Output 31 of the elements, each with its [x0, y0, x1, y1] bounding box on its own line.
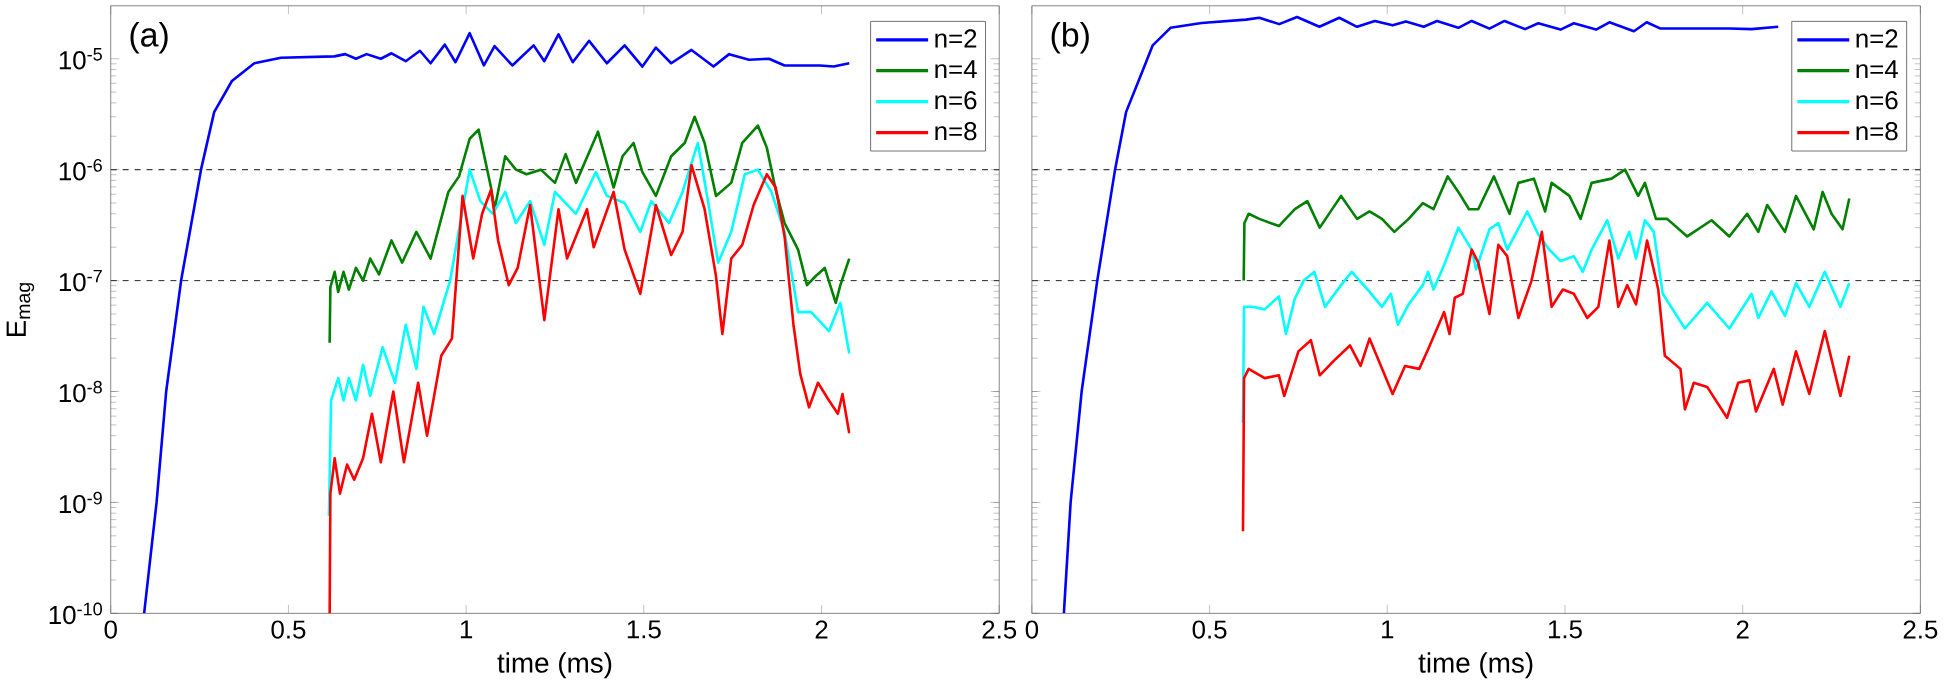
- x-tick-label: 0.5: [271, 620, 306, 639]
- annotation: (b): [1051, 22, 1089, 54]
- x-tick-label: 2.5: [1903, 620, 1938, 639]
- x-tick-label: 0: [1025, 620, 1039, 639]
- y-tick-label: 10$^{-6}$: [59, 158, 102, 181]
- legend-label: n=8: [1856, 122, 1898, 141]
- x-tick-label: 2: [815, 620, 828, 639]
- legend-label: n=6: [935, 91, 977, 110]
- x-tick-label: 1.5: [627, 620, 661, 639]
- y-tick-label: 10$^{-10}$: [49, 602, 102, 625]
- y-tick-label: 10$^{-9}$: [59, 491, 102, 514]
- legend-label: n=8: [935, 122, 977, 141]
- x-tick-label: 1.5: [1548, 620, 1582, 639]
- x-axis-title: time (ms): [1418, 652, 1533, 679]
- x-tick-label: 0.5: [1192, 620, 1227, 639]
- x-tick-label: 0: [104, 620, 117, 639]
- legend-label: n=2: [1856, 29, 1898, 48]
- x-tick-label: 2: [1736, 620, 1749, 639]
- x-axis-title: time (ms): [497, 652, 612, 679]
- y-axis-title: E$_{mag}$: [6, 283, 35, 337]
- y-tick-label: 10$^{-7}$: [59, 270, 102, 292]
- y-tick-label: 10$^{-5}$: [59, 48, 102, 70]
- x-tick-label: 2.5: [982, 620, 1017, 639]
- annotation: (a): [130, 22, 168, 54]
- legend-label: n=6: [1856, 91, 1898, 110]
- y-tick-label: 10$^{-8}$: [59, 380, 102, 403]
- legend-label: n=4: [1856, 60, 1898, 79]
- x-tick-label: 1: [460, 620, 473, 639]
- legend-label: n=2: [935, 29, 977, 48]
- x-tick-label: 1: [1382, 620, 1394, 639]
- legend-label: n=4: [935, 60, 977, 79]
